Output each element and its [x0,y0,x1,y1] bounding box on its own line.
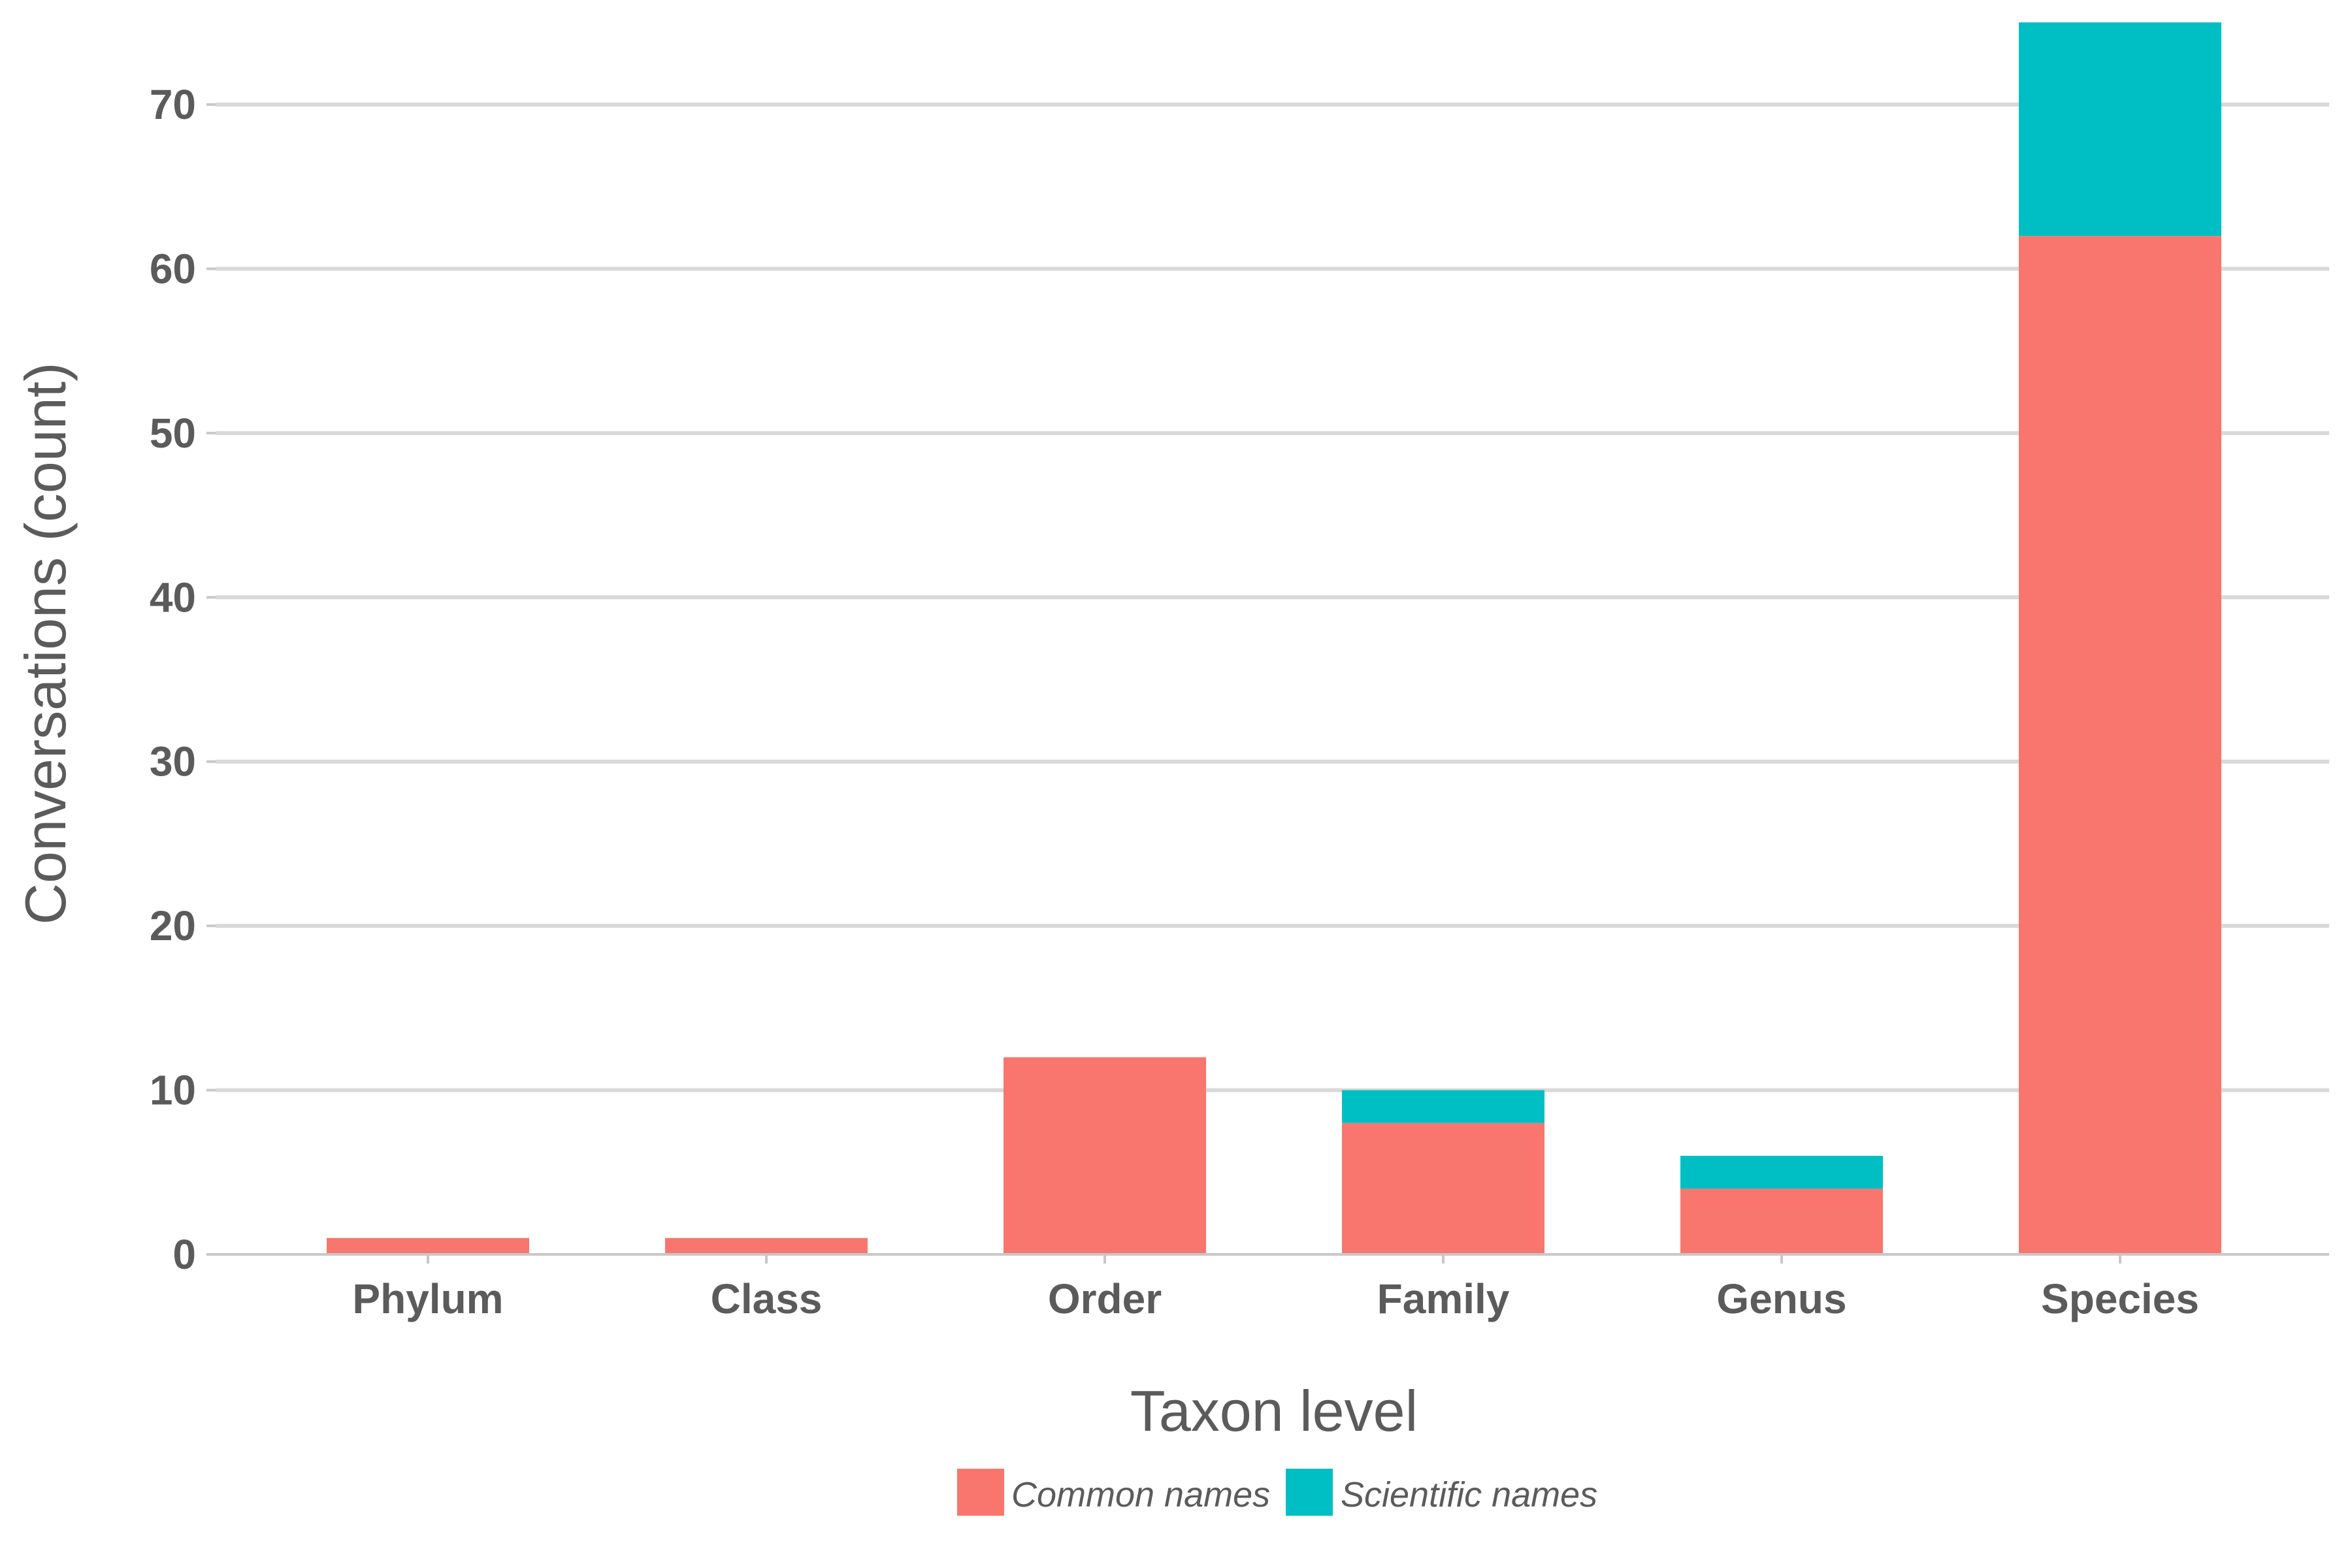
bar-family-scientific [1342,1090,1544,1123]
y-tick-label: 40 [150,574,196,621]
bar-order-common [1004,1057,1206,1254]
legend-swatch-scientific [1286,1469,1333,1516]
bars [327,22,2221,1255]
x-axis-title: Taxon level [1130,1379,1418,1443]
y-tick-label: 10 [150,1067,196,1114]
y-tick-label: 0 [172,1231,196,1278]
x-tick-label: Order [1048,1275,1162,1322]
x-tick-label: Family [1377,1275,1510,1322]
x-tick-label: Class [711,1275,823,1322]
bar-species-scientific [2019,22,2221,237]
y-tick-label: 30 [150,738,196,785]
y-tick-label: 60 [150,245,196,292]
y-tick-label: 20 [150,902,196,949]
bar-family-common [1342,1122,1544,1254]
legend: Common names Scientific names [957,1469,1597,1516]
legend-label-common: Common names [1011,1475,1270,1514]
x-axis-ticks: Phylum Class Order Family Genus Species [352,1254,2199,1322]
gridlines [216,103,2329,1092]
y-axis-ticks: 0 10 20 30 40 50 60 70 [150,81,216,1278]
bar-species-common [2019,236,2221,1255]
y-axis-title: Conversations (count) [13,363,78,925]
y-tick-label: 70 [150,81,196,128]
bar-class-common [665,1237,868,1254]
x-tick-label: Genus [1716,1275,1846,1322]
bar-genus-common [1680,1188,1883,1254]
legend-swatch-common [957,1469,1004,1516]
x-tick-label: Phylum [352,1275,503,1322]
bar-genus-scientific [1680,1156,1883,1189]
legend-label-scientific: Scientific names [1341,1475,1597,1514]
bar-phylum-common [327,1237,529,1254]
y-tick-label: 50 [150,410,196,457]
x-tick-label: Species [2041,1275,2199,1322]
